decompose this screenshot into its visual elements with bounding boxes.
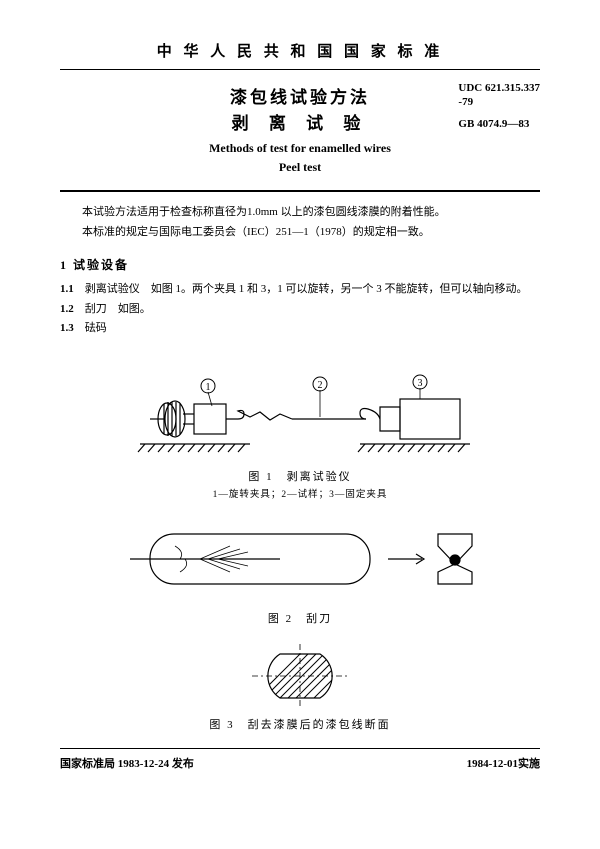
footer-left: 国家标准局 1983-12-24 发布: [60, 755, 194, 771]
figure-2: [110, 516, 490, 606]
section-1-heading: 1 试验设备: [60, 256, 540, 273]
gb-value: 4074.9—83: [477, 118, 529, 130]
fig1-callout-1: 1: [206, 382, 211, 393]
item-1-1: 1.1 剥离试验仪 如图 1。两个夹具 1 和 3，1 可以旋转，另一个 3 不…: [60, 281, 540, 299]
figure-1: 1 2 3: [120, 354, 480, 464]
item-1-3: 1.3 砝码: [60, 320, 540, 338]
gb-label: GB: [458, 118, 474, 130]
intro-line-1: 本试验方法适用于检查标称直径为1.0mm 以上的漆包圆线漆膜的附着性能。: [60, 204, 540, 222]
title-en-2: Peel test: [60, 160, 540, 176]
title-block: UDC 621.315.337 -79 GB 4074.9—83 漆包线试验方法…: [60, 84, 540, 176]
thick-rule: [60, 190, 540, 192]
fig1-callout-2: 2: [318, 380, 323, 391]
fig1-subcaption: 1—旋转夹具；2—试样；3—固定夹具: [60, 486, 540, 500]
title-en-1: Methods of test for enamelled wires: [60, 141, 540, 157]
intro-line-2: 本标准的规定与国际电工委员会（IEC）251—1（1978）的规定相一致。: [60, 224, 540, 242]
country-header: 中 华 人 民 共 和 国 国 家 标 准: [60, 40, 540, 61]
fig1-callout-3: 3: [418, 378, 423, 389]
fig3-caption: 图 3 刮去漆膜后的漆包线断面: [60, 716, 540, 732]
footer-right: 1984-12-01实施: [467, 755, 540, 771]
fig2-caption: 图 2 刮刀: [60, 610, 540, 626]
udc-label: UDC: [458, 82, 482, 94]
header-rule: [60, 69, 540, 70]
code-block: UDC 621.315.337 -79 GB 4074.9—83: [458, 82, 540, 131]
fig1-caption: 图 1 剥离试验仪: [60, 468, 540, 484]
figure-3: [240, 642, 360, 712]
item-1-2: 1.2 刮刀 如图。: [60, 301, 540, 319]
page-footer: 国家标准局 1983-12-24 发布 1984-12-01实施: [60, 748, 540, 771]
